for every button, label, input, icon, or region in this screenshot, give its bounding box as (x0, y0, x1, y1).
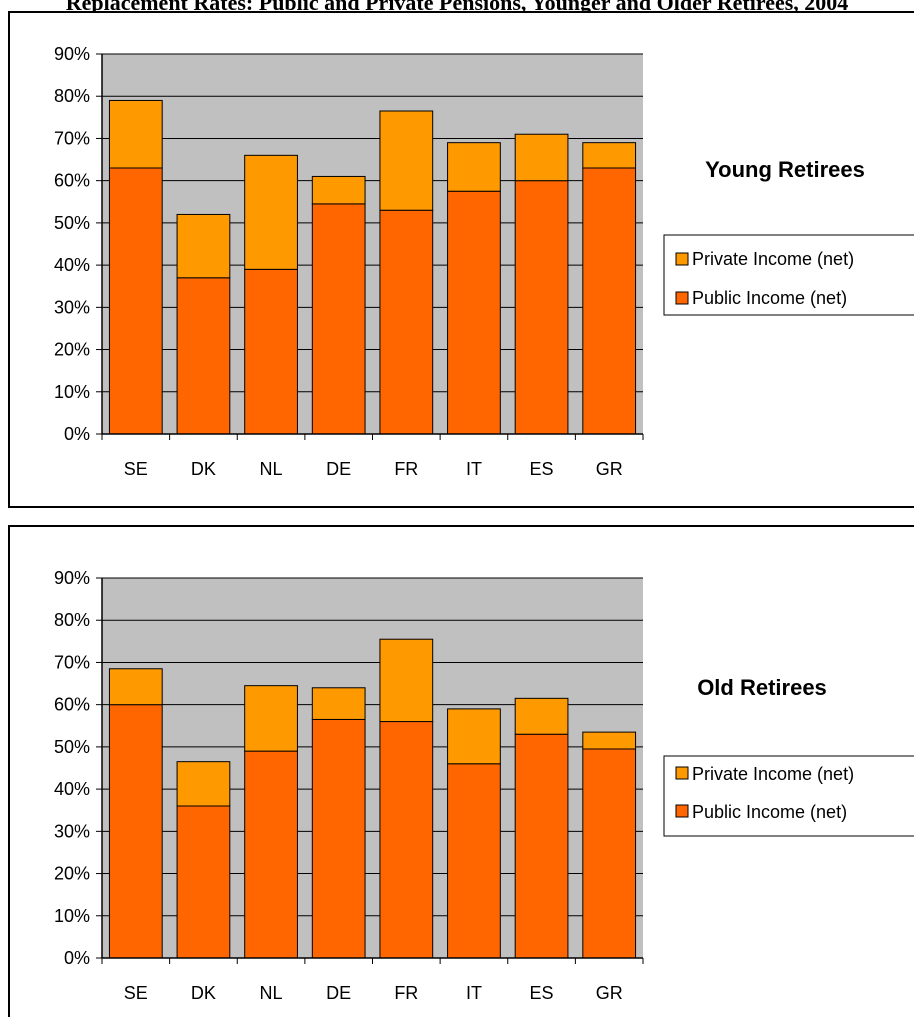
x-tick-label: IT (466, 983, 482, 1003)
bar-private-es (514, 697, 569, 735)
bar-public-nl (244, 750, 298, 959)
bar-private-gr (582, 731, 637, 750)
y-tick-label: 80% (54, 86, 90, 106)
bars (108, 99, 637, 435)
x-tick-label: SE (124, 459, 148, 479)
bar-public-se (108, 167, 163, 435)
x-tick-label: GR (596, 983, 623, 1003)
chart-title: Young Retirees (705, 157, 865, 182)
legend-box (663, 755, 914, 837)
bar-public-de (311, 718, 366, 959)
y-tick-label: 50% (54, 737, 90, 757)
y-tick-label: 70% (54, 128, 90, 148)
y-tick-label: 60% (54, 171, 90, 191)
x-tick-label: NL (260, 983, 283, 1003)
axes: 0% 10% 20% 30% 40% 50% 60% 70% 80% 90% SE DK NL DE FR I… (54, 568, 644, 1003)
legend-label-public: Public Income (net) (692, 802, 847, 822)
x-tick-label: FR (394, 459, 418, 479)
legend-swatch-public (675, 804, 689, 818)
x-tick-label: DE (326, 459, 351, 479)
x-tick-label: ES (530, 459, 554, 479)
legend-swatch-private (675, 252, 689, 266)
y-tick-label: 50% (54, 213, 90, 233)
bar-private-se (108, 99, 163, 169)
x-tick-label: IT (466, 459, 482, 479)
y-tick-label: 40% (54, 779, 90, 799)
bar-private-dk (176, 761, 231, 807)
legend-swatch-private (675, 766, 689, 780)
legend-swatch-public (675, 291, 689, 305)
chart-title: Old Retirees (697, 675, 827, 700)
y-tick-label: 0% (64, 424, 90, 444)
y-tick-label: 90% (54, 568, 90, 588)
bar-private-dk (176, 213, 231, 279)
bar-private-it (447, 142, 501, 192)
x-tick-label: ES (530, 983, 554, 1003)
y-tick-label: 10% (54, 382, 90, 402)
legend-label-private: Private Income (net) (692, 764, 854, 784)
x-tick-label: DE (326, 983, 351, 1003)
legend: Private Income (net) Public Income (net) (663, 234, 914, 316)
y-tick-label: 30% (54, 821, 90, 841)
y-tick-label: 40% (54, 255, 90, 275)
old-retirees-chart: 0% 10% 20% 30% 40% 50% 60% 70% 80% 90% SE DK NL DE FR I… (8, 525, 914, 1017)
bar-public-se (108, 704, 163, 959)
bar-private-de (311, 687, 366, 720)
x-tick-label: SE (124, 983, 148, 1003)
bar-public-nl (244, 268, 298, 435)
x-tick-label: NL (260, 459, 283, 479)
bar-public-fr (379, 721, 434, 959)
bar-private-nl (244, 154, 298, 270)
legend: Private Income (net) Public Income (net) (663, 755, 914, 837)
bar-private-es (514, 133, 569, 182)
bar-private-nl (244, 685, 298, 752)
x-tick-label: DK (191, 983, 216, 1003)
bar-public-dk (176, 805, 231, 959)
y-tick-label: 0% (64, 948, 90, 968)
bar-public-de (311, 203, 366, 435)
y-tick-label: 60% (54, 695, 90, 715)
page-title: Replacement Rates: Public and Private Pe… (65, 0, 849, 15)
bar-public-dk (176, 277, 231, 435)
bars (108, 638, 637, 959)
bar-public-it (447, 190, 501, 435)
bar-private-fr (379, 110, 434, 211)
y-tick-label: 20% (54, 340, 90, 360)
x-tick-label: GR (596, 459, 623, 479)
bar-private-de (311, 175, 366, 205)
axes: 0% 10% 20% 30% 40% 50% 60% 70% 80% 90% SE DK NL DE FR I… (54, 44, 644, 479)
bar-private-fr (379, 638, 434, 723)
bar-public-es (514, 180, 569, 435)
bar-private-se (108, 668, 163, 706)
y-tick-label: 80% (54, 610, 90, 630)
legend-box (663, 234, 914, 316)
x-tick-label: DK (191, 459, 216, 479)
bar-public-gr (582, 167, 637, 435)
young-retirees-chart: 0% 10% 20% 30% 40% 50% 60% 70% 80% 90% SE DK NL DE FR I… (8, 11, 914, 508)
legend-label-public: Public Income (net) (692, 288, 847, 308)
bar-public-es (514, 733, 569, 959)
bar-public-fr (379, 209, 434, 435)
bar-public-gr (582, 748, 637, 959)
y-tick-label: 30% (54, 297, 90, 317)
y-tick-label: 20% (54, 864, 90, 884)
bar-private-gr (582, 142, 637, 169)
y-tick-label: 10% (54, 906, 90, 926)
legend-label-private: Private Income (net) (692, 249, 854, 269)
x-tick-label: FR (394, 983, 418, 1003)
y-tick-label: 70% (54, 652, 90, 672)
bar-private-it (447, 708, 501, 765)
y-tick-label: 90% (54, 44, 90, 64)
bar-public-it (447, 763, 501, 959)
